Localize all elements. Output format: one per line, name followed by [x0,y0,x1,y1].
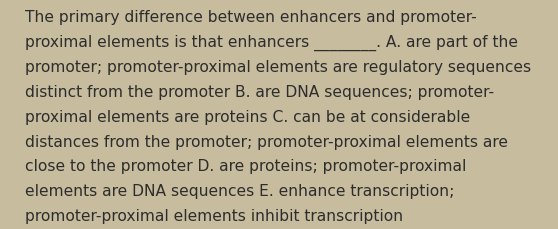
Text: promoter; promoter-proximal elements are regulatory sequences: promoter; promoter-proximal elements are… [25,60,531,75]
Text: elements are DNA sequences E. enhance transcription;: elements are DNA sequences E. enhance tr… [25,183,454,198]
Text: proximal elements are proteins C. can be at considerable: proximal elements are proteins C. can be… [25,109,470,124]
Text: distances from the promoter; promoter-proximal elements are: distances from the promoter; promoter-pr… [25,134,508,149]
Text: proximal elements is that enhancers ________. A. are part of the: proximal elements is that enhancers ____… [25,35,518,51]
Text: close to the promoter D. are proteins; promoter-proximal: close to the promoter D. are proteins; p… [25,159,466,174]
Text: The primary difference between enhancers and promoter-: The primary difference between enhancers… [25,10,477,25]
Text: promoter-proximal elements inhibit transcription: promoter-proximal elements inhibit trans… [25,208,403,223]
Text: distinct from the promoter B. are DNA sequences; promoter-: distinct from the promoter B. are DNA se… [25,85,494,99]
